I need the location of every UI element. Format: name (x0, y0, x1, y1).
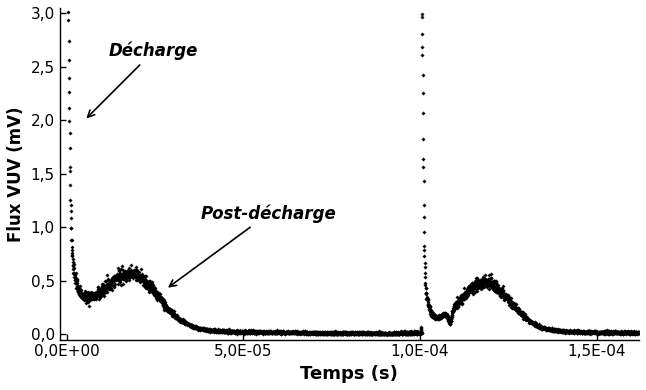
Text: Post-décharge: Post-décharge (169, 204, 337, 287)
Y-axis label: Flux VUV (mV): Flux VUV (mV) (7, 106, 25, 242)
X-axis label: Temps (s): Temps (s) (300, 365, 399, 383)
Text: Décharge: Décharge (88, 42, 198, 117)
